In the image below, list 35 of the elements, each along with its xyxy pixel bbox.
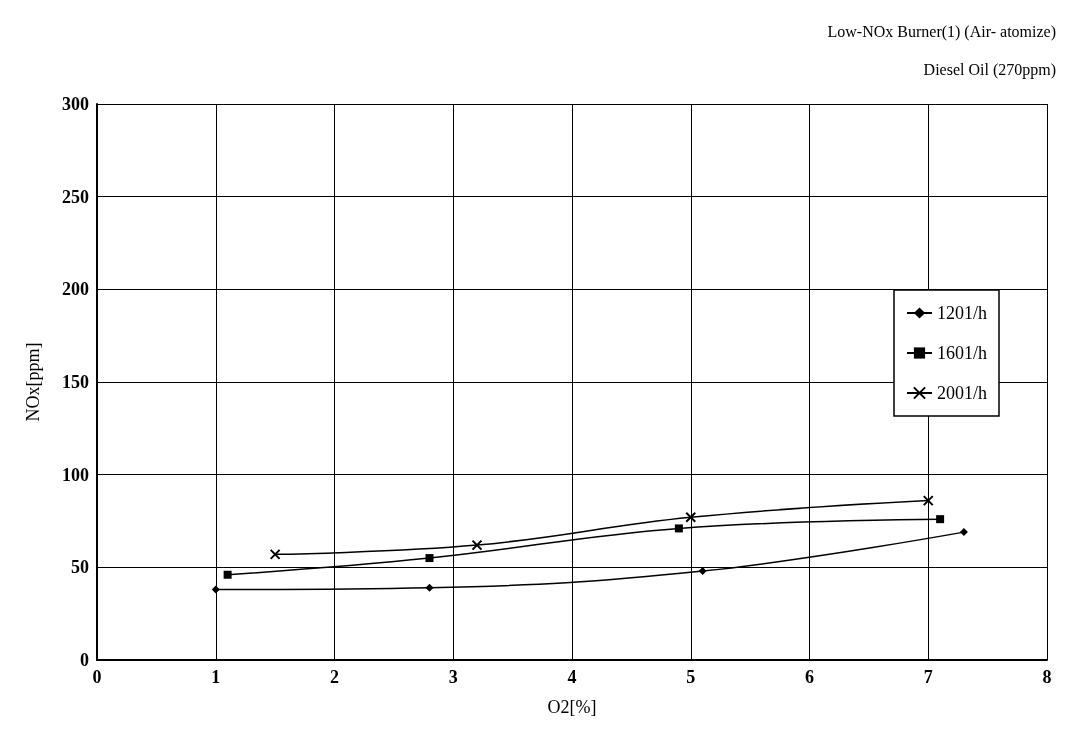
point (471, 539, 483, 551)
y-tick-label: 250 (62, 186, 89, 207)
y-tick-label: 200 (62, 279, 89, 300)
y-tick-label: 0 (80, 650, 89, 670)
point (425, 583, 434, 592)
chart-subtitle: Diesel Oil (270ppm) (923, 60, 1056, 79)
legend-label: 1201/h (937, 303, 988, 323)
x-tick-label: 2 (330, 667, 339, 687)
x-axis-title: O2[%] (547, 697, 597, 717)
y-tick-label: 50 (71, 557, 89, 578)
chart-title: Low-NOx Burner(1) (Air- atomize) (827, 22, 1056, 41)
x-tick-label: 5 (686, 667, 696, 687)
point (211, 585, 220, 594)
point (425, 554, 434, 563)
point (922, 495, 934, 507)
point (674, 524, 683, 533)
x-tick-label: 3 (448, 667, 458, 687)
x-tick-label: 7 (923, 667, 933, 687)
point (959, 528, 968, 537)
legend-label: 1601/h (937, 343, 988, 363)
x-tick-label: 8 (1042, 667, 1052, 687)
y-tick-label: 100 (62, 464, 89, 485)
y-tick-label: 300 (62, 94, 89, 114)
point (223, 570, 232, 579)
x-tick-label: 1 (211, 667, 221, 687)
x-tick-label: 4 (567, 667, 577, 687)
point (936, 515, 945, 524)
point (269, 548, 281, 560)
x-tick-label: 0 (92, 667, 102, 687)
point (685, 511, 697, 523)
point (698, 567, 707, 576)
x-tick-label: 6 (805, 667, 814, 687)
y-axis-title: NOx[ppm] (23, 342, 43, 422)
y-tick-label: 150 (62, 372, 89, 392)
legend-label: 2001/h (937, 383, 988, 403)
